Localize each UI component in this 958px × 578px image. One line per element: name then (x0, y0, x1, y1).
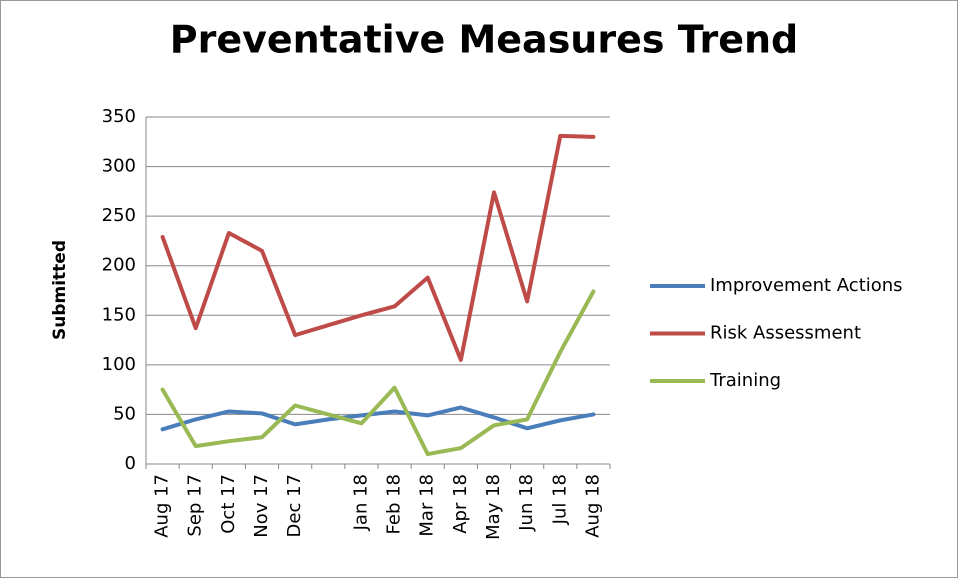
x-tick-label: Dec 17 (284, 474, 305, 537)
legend-label: Improvement Actions (710, 275, 903, 296)
x-tick-label: Oct 17 (218, 474, 239, 534)
x-tick-label: Jan 18 (350, 474, 371, 531)
x-tick-label: Nov 17 (251, 474, 272, 538)
y-tick-label: 150 (102, 304, 136, 325)
y-tick-label: 100 (102, 354, 136, 375)
series-line (160, 289, 596, 457)
x-tick-label: Feb 18 (384, 474, 405, 535)
series-line (160, 405, 596, 432)
x-tick-label: Jun 18 (516, 474, 537, 532)
x-tick-label: Aug 18 (582, 474, 603, 538)
x-tick-label: Aug 17 (152, 474, 173, 538)
x-tick-label: May 18 (483, 474, 504, 540)
x-tick-label: Mar 18 (417, 474, 438, 537)
y-tick-label: 50 (113, 403, 136, 424)
x-tick-label: Jul 18 (549, 474, 570, 525)
y-tick-label: 200 (102, 255, 136, 276)
y-tick-label: 0 (125, 453, 136, 474)
legend-label: Risk Assessment (710, 323, 861, 344)
legend-label: Training (709, 370, 781, 391)
y-tick-label: 300 (102, 156, 136, 177)
chart-title: Preventative Measures Trend (170, 18, 799, 62)
x-tick-label: Sep 17 (185, 474, 206, 537)
y-axis-label: Submitted (50, 240, 70, 340)
series-line (160, 133, 596, 362)
x-tick-label: Apr 18 (450, 474, 471, 534)
y-tick-label: 250 (102, 205, 136, 226)
y-tick-label: 350 (102, 106, 136, 127)
